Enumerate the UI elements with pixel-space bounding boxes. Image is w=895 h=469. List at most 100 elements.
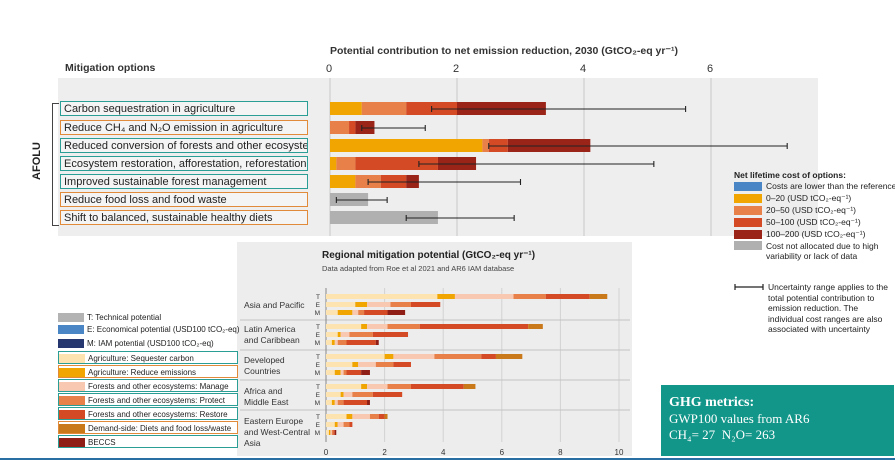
regional-bar-segment: [375, 340, 379, 345]
regional-bar-segment: [589, 294, 608, 299]
uncertainty-whisker-icon: [734, 284, 764, 290]
region-label-asia: Asia and Pacific: [244, 300, 305, 310]
category-legend-item: Forests and other ecosystems: Restore: [58, 407, 238, 420]
category-legend-label: Agriculture: Reduce emissions: [88, 368, 197, 377]
regional-bar-segment: [349, 422, 353, 427]
regional-bar-segment: [352, 362, 359, 367]
regional-row-letter: T: [316, 294, 320, 301]
regional-bar-segment: [326, 324, 362, 329]
regional-chart-subtitle: Data adapted from Roe et al 2021 and AR6…: [322, 264, 515, 273]
regional-bar-segment: [378, 414, 385, 419]
regional-bar-segment: [463, 384, 476, 389]
regional-tick-label: 2: [382, 448, 387, 457]
cost-legend-item: 20–50 (USD tCO₂-eq⁻¹): [734, 205, 894, 217]
category-swatch: [58, 325, 84, 335]
category-swatch: [59, 438, 85, 448]
category-legend-label: BECCS: [88, 438, 116, 447]
category-legend-label: E: Economical potential (USD100 tCO₂-eq): [87, 325, 240, 334]
cost-legend: Costs are lower than the reference 0–20 …: [734, 181, 895, 261]
category-legend-label: Forests and other ecosystems: Restore: [88, 410, 228, 419]
regional-bar-segment: [337, 422, 344, 427]
top-chart-title: Potential contribution to net emission r…: [330, 45, 678, 57]
top-bar-segment: [330, 139, 483, 152]
footer-rule: [0, 458, 895, 460]
regional-bar-segment: [372, 332, 409, 337]
regional-bar-segment: [481, 354, 496, 359]
cost-swatch: [734, 194, 762, 204]
regional-bar-segment: [326, 430, 329, 435]
category-legend-label: Demand-side: Diets and food loss/waste: [88, 424, 232, 433]
cost-legend-item: Costs are lower than the reference: [734, 181, 895, 193]
regional-bar-segment: [364, 310, 388, 315]
regional-tick-label: 4: [441, 448, 446, 457]
category-legend-label: T: Technical potential: [87, 313, 162, 322]
afolu-bracket: [52, 103, 59, 226]
regional-bar-segment: [326, 332, 338, 337]
region-label-eastern-europe: Eastern Europe and West-Central Asia: [244, 416, 310, 448]
cost-legend-item: 0–20 (USD tCO₂-eq⁻¹): [734, 193, 894, 205]
regional-bar-segment: [333, 430, 335, 435]
regional-row-letter: E: [316, 392, 321, 399]
regional-bar-segment: [355, 302, 368, 307]
regional-bar-segment: [326, 294, 438, 299]
top-bar-segment: [330, 211, 438, 224]
ghg-title: GHG metrics:: [669, 395, 755, 410]
top-bar-segment: [330, 157, 337, 170]
regional-bar-segment: [337, 310, 353, 315]
regional-bar-segment: [361, 384, 368, 389]
regional-bar-segment: [326, 302, 356, 307]
regional-bar-segment: [331, 400, 335, 405]
option-food-loss: Reduce food loss and food waste: [60, 192, 308, 207]
regional-bar-segment: [390, 302, 411, 307]
regional-bar-segment: [334, 422, 338, 427]
regional-bar-segment: [367, 384, 388, 389]
option-healthy-diets: Shift to balanced, sustainable healthy d…: [60, 210, 308, 225]
cost-swatch: [734, 218, 762, 228]
regional-bar-segment: [410, 302, 441, 307]
ch4-value: CH₄= 27: [669, 427, 716, 442]
regional-bar-segment: [326, 392, 341, 397]
top-bar-segment: [482, 139, 489, 152]
option-reduced-conversion: Reduced conversion of forests and other …: [60, 138, 308, 153]
regional-bar-segment: [384, 354, 394, 359]
regional-row-letter: M: [315, 370, 320, 377]
regional-row-letter: M: [315, 400, 320, 407]
uncertainty-legend: Uncertainty range applies to the total p…: [734, 282, 894, 335]
cost-legend-item: 100–200 (USD tCO₂-eq⁻¹): [734, 229, 894, 241]
top-bar-segment: [336, 157, 356, 170]
regional-bar-segment: [326, 414, 347, 419]
mitigation-options-header: Mitigation options: [65, 62, 156, 74]
cost-legend-item: Cost not allocated due to high variabili…: [734, 241, 894, 261]
regional-bar-segment: [326, 422, 335, 427]
option-carbon-sequestration: Carbon sequestration in agriculture: [60, 101, 308, 116]
regional-bar-segment: [352, 414, 370, 419]
regional-tick-label: 8: [558, 448, 563, 457]
regional-bar-segment: [343, 370, 347, 375]
region-label-latam: Latin America and Caribbean: [244, 324, 300, 345]
regional-bar-segment: [369, 414, 379, 419]
cost-legend-label: 20–50 (USD tCO₂-eq⁻¹): [766, 205, 856, 215]
top-chart-svg: [329, 78, 788, 236]
category-legend-label: M: IAM potential (USD100 tCO₂-eq): [87, 339, 214, 348]
regional-bar-segment: [346, 414, 353, 419]
regional-row-letter: E: [316, 332, 321, 339]
regional-bar-segment: [346, 340, 376, 345]
ghg-metrics-box: GHG metrics: GWP100 values from AR6 CH₄=…: [661, 385, 894, 456]
top-bar-segment: [330, 121, 350, 134]
category-swatch: [59, 382, 85, 392]
cost-swatch: [734, 230, 762, 240]
regional-bar-segment: [367, 324, 388, 329]
category-legend-item: Forests and other ecosystems: Manage: [58, 379, 238, 392]
region-label-developed: Developed Countries: [244, 355, 285, 376]
regional-bar-segment: [387, 384, 411, 389]
category-legend-label: Forests and other ecosystems: Manage: [88, 382, 229, 391]
regional-bar-segment: [393, 354, 435, 359]
regional-bar-segment: [330, 430, 332, 435]
regional-bar-segment: [513, 294, 546, 299]
category-legend-item: Demand-side: Diets and food loss/waste: [58, 421, 238, 434]
top-tick-label: 6: [707, 63, 714, 75]
category-legend-item: M: IAM potential (USD100 tCO₂-eq): [58, 337, 238, 350]
n2o-value: N₂O= 263: [721, 427, 776, 442]
ghg-values-line: CH₄= 27 N₂O= 263: [669, 427, 886, 443]
